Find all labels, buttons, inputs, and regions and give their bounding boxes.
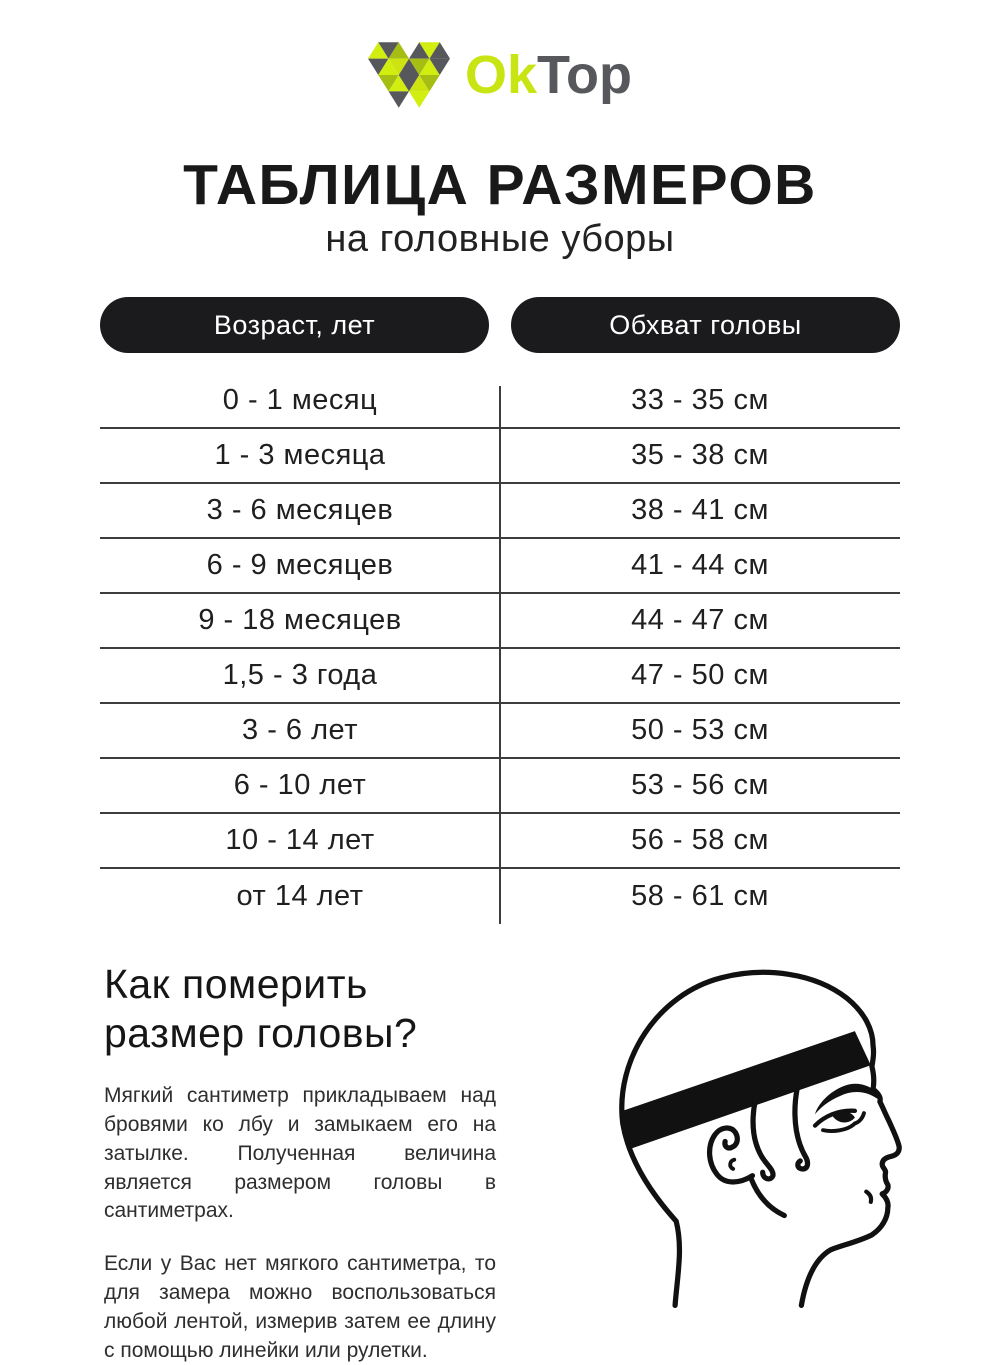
table-cell: 58 - 61 см: [631, 880, 769, 912]
header-pill-circumference: Обхват головы: [511, 297, 900, 353]
table-cell: 3 - 6 лет: [242, 714, 358, 746]
table-cell: 56 - 58 см: [631, 824, 769, 856]
table-cell: 53 - 56 см: [631, 769, 769, 801]
how-to-paragraph: Если у Вас нет мягкого сантиметра, то дл…: [104, 1252, 496, 1362]
table-row: от 14 лет 58 - 61 см: [100, 869, 900, 924]
table-cell: 9 - 18 месяцев: [198, 604, 402, 636]
how-to-paragraphs: Мягкий сантиметр прикладываем над бровям…: [104, 1082, 496, 1365]
logo: Ok Top: [0, 42, 1000, 108]
table-cell: 33 - 35 см: [631, 384, 769, 416]
logo-triangle-heart-icon: [368, 42, 450, 108]
page-title: ТАБЛИЦА РАЗМЕРОВ: [183, 153, 817, 217]
table-cell: 38 - 41 см: [631, 494, 769, 526]
how-to-heading: Как померить размер головы?: [104, 961, 418, 1057]
how-to-section: Как померить размер головы? Мягкий санти…: [104, 960, 496, 1365]
table-cell: 6 - 9 месяцев: [206, 549, 394, 581]
table-cell: 1 - 3 месяца: [214, 439, 386, 471]
table-cell: 0 - 1 месяц: [222, 384, 378, 416]
table-cell: 47 - 50 см: [631, 659, 769, 691]
table-cell: 1,5 - 3 года: [222, 659, 378, 691]
size-chart-infographic: { "logo": { "ok": "Ok", "top": "Top", "l…: [0, 42, 1000, 1362]
table-cell: 3 - 6 месяцев: [206, 494, 394, 526]
logo-text-ok: Ok: [465, 45, 538, 105]
head-profile-with-measuring-band-icon: [619, 969, 902, 1309]
how-to-paragraph: Мягкий сантиметр прикладываем над бровям…: [104, 1084, 496, 1223]
table-cell: 35 - 38 см: [631, 439, 769, 471]
table-cell: 44 - 47 см: [631, 604, 769, 636]
header-pill-age: Возраст, лет: [100, 297, 489, 353]
table-cell: 41 - 44 см: [631, 549, 769, 581]
table-cell: 6 - 10 лет: [233, 769, 367, 801]
size-table-body: 0 - 1 месяц 33 - 35 см 1 - 3 месяца 35 - 38…: [100, 374, 900, 924]
table-header-row: Возраст, лет Обхват головы: [100, 297, 900, 353]
page-subtitle: на головные уборы: [325, 218, 675, 260]
table-cell: от 14 лет: [236, 880, 364, 912]
logo-wordmark: Ok Top: [465, 48, 632, 102]
table-center-divider: [499, 386, 501, 924]
head-profile-illustration: [592, 952, 922, 1322]
logo-text-top: Top: [537, 45, 632, 105]
table-cell: 50 - 53 см: [631, 714, 769, 746]
table-cell: 10 - 14 лет: [225, 824, 375, 856]
